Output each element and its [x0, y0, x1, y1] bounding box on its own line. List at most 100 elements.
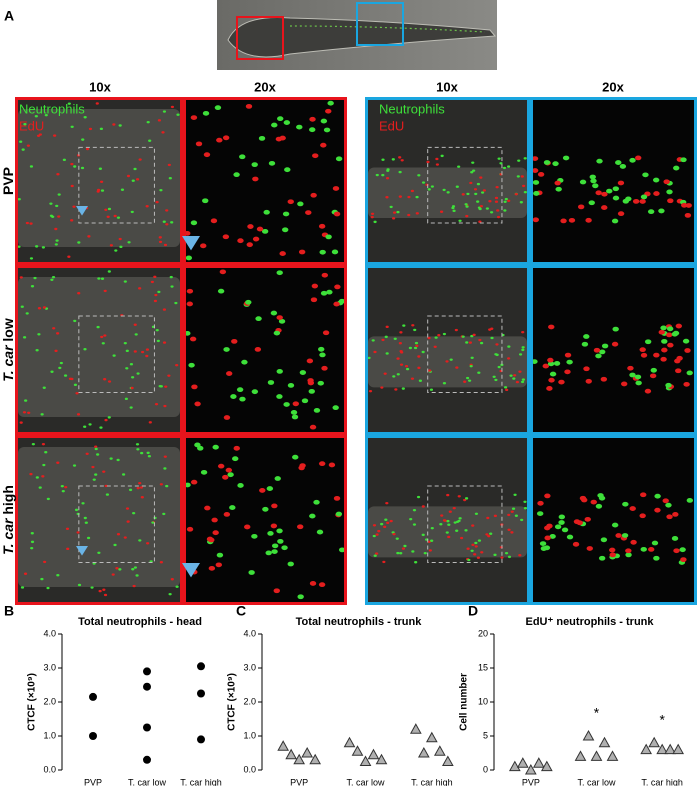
cell	[103, 593, 108, 597]
cell	[595, 503, 603, 509]
cell	[42, 463, 46, 467]
cell	[190, 220, 198, 226]
cell	[227, 472, 234, 478]
channel-label: Neutrophils	[19, 101, 85, 116]
panel-border	[365, 435, 530, 605]
cell	[515, 380, 520, 384]
cell	[512, 377, 516, 380]
cell	[421, 505, 425, 508]
arrowhead	[76, 546, 88, 556]
cell	[59, 361, 63, 365]
cell	[145, 205, 149, 208]
cell	[410, 189, 415, 193]
cell	[392, 532, 396, 536]
micrograph	[530, 265, 697, 435]
cell	[222, 234, 230, 240]
cell	[73, 319, 77, 323]
cell	[267, 530, 274, 536]
cell	[522, 184, 526, 188]
cell	[579, 179, 587, 185]
cell	[479, 176, 483, 179]
cell	[476, 556, 481, 559]
cell	[413, 328, 417, 332]
cell	[408, 346, 413, 350]
cell	[465, 341, 469, 344]
cell	[627, 365, 634, 371]
cell	[155, 328, 159, 332]
cell	[200, 243, 207, 249]
cell	[507, 165, 511, 168]
cell	[396, 373, 400, 376]
cell	[471, 543, 475, 547]
cell	[417, 366, 421, 370]
cell	[30, 540, 35, 544]
cell	[100, 335, 104, 339]
cell	[296, 124, 303, 130]
cell	[245, 103, 253, 109]
cell	[649, 373, 657, 379]
cell	[283, 120, 291, 125]
cell	[154, 293, 158, 297]
cell	[37, 307, 42, 310]
cell	[619, 164, 627, 169]
cell	[427, 336, 431, 340]
cell	[396, 210, 400, 214]
cell	[651, 540, 659, 546]
cell	[416, 495, 421, 499]
cell	[80, 166, 85, 170]
cell	[576, 520, 583, 526]
cell	[520, 518, 524, 522]
point	[367, 748, 380, 760]
cell	[124, 397, 129, 401]
cell	[96, 325, 100, 329]
cell	[251, 389, 259, 395]
cell	[35, 245, 39, 248]
cell	[104, 418, 108, 422]
cell	[675, 323, 683, 329]
cell	[554, 180, 561, 186]
cell	[298, 249, 306, 255]
cell	[271, 543, 279, 549]
cell	[455, 366, 459, 369]
cell	[401, 387, 405, 390]
cell	[502, 166, 507, 170]
cell	[168, 177, 172, 180]
y-tick-label: 0.0	[243, 764, 256, 774]
cell	[17, 245, 21, 248]
cell	[57, 193, 61, 196]
cell	[159, 561, 163, 564]
cell	[70, 184, 74, 188]
cell	[216, 552, 224, 558]
cell	[325, 234, 332, 240]
cell	[291, 414, 299, 420]
cell	[494, 196, 499, 200]
cell	[195, 141, 203, 147]
cell	[309, 116, 316, 122]
cell	[421, 181, 426, 184]
cell	[507, 513, 511, 517]
point	[540, 760, 553, 772]
cell	[55, 204, 59, 208]
x-tick-label: T. car low	[346, 777, 385, 786]
cell	[87, 235, 91, 238]
cell	[665, 382, 672, 388]
cell	[230, 394, 237, 399]
cell	[170, 578, 174, 581]
cell	[496, 215, 501, 219]
cell	[470, 171, 474, 174]
cell	[19, 140, 23, 143]
cell	[55, 239, 59, 242]
cell	[543, 160, 551, 165]
cell	[217, 288, 225, 294]
cell	[107, 380, 112, 383]
cell	[23, 123, 27, 126]
cell	[96, 453, 100, 456]
cell	[237, 238, 244, 244]
point	[143, 682, 151, 691]
cell	[75, 392, 79, 395]
cell	[625, 552, 632, 558]
cell	[282, 211, 290, 217]
cell	[417, 355, 421, 358]
cell	[107, 270, 111, 273]
cell	[42, 306, 47, 309]
